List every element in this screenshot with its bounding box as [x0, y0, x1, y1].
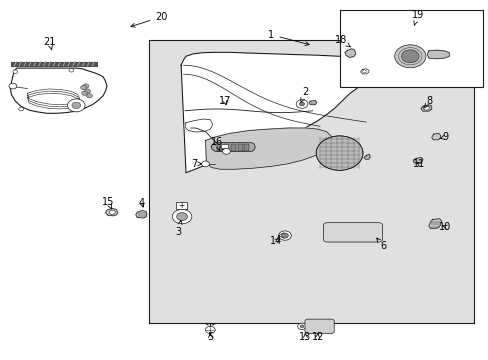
Text: 10: 10 [438, 222, 450, 231]
Circle shape [278, 231, 291, 240]
Circle shape [9, 83, 17, 89]
Text: 9: 9 [439, 132, 447, 142]
Bar [237, 144, 242, 150]
Bar [230, 144, 235, 150]
Polygon shape [360, 69, 368, 74]
Circle shape [394, 45, 425, 68]
Text: 14: 14 [269, 236, 282, 246]
Text: 4: 4 [139, 198, 145, 208]
Circle shape [300, 325, 304, 328]
Circle shape [13, 70, 18, 73]
Polygon shape [363, 154, 369, 159]
Circle shape [205, 326, 215, 333]
Text: 15: 15 [102, 197, 114, 209]
Polygon shape [344, 49, 355, 57]
Circle shape [84, 89, 90, 93]
Circle shape [299, 102, 304, 106]
Bar [221, 144, 227, 148]
Circle shape [176, 213, 187, 221]
Polygon shape [420, 105, 431, 111]
Bar [176, 202, 186, 209]
Polygon shape [136, 211, 147, 218]
Text: 11: 11 [412, 159, 425, 169]
Circle shape [222, 148, 230, 154]
Circle shape [362, 70, 366, 73]
Bar [11, 62, 97, 66]
Polygon shape [309, 100, 316, 105]
Polygon shape [205, 128, 332, 169]
Circle shape [69, 68, 74, 72]
Bar [217, 144, 222, 150]
Circle shape [83, 84, 89, 88]
Circle shape [67, 99, 85, 112]
Circle shape [86, 94, 92, 98]
Text: 8: 8 [423, 96, 432, 108]
Circle shape [423, 106, 428, 110]
Text: 21: 21 [43, 37, 56, 50]
Text: 16: 16 [210, 138, 223, 150]
Text: 7: 7 [191, 159, 201, 169]
Circle shape [81, 85, 86, 90]
Text: 19: 19 [410, 10, 423, 26]
Text: 20: 20 [131, 12, 167, 27]
Text: 3: 3 [175, 220, 182, 237]
Circle shape [19, 107, 23, 111]
Circle shape [109, 210, 115, 215]
Polygon shape [427, 50, 448, 59]
Polygon shape [10, 68, 107, 113]
Circle shape [401, 50, 418, 63]
Polygon shape [412, 157, 422, 163]
Polygon shape [431, 134, 440, 140]
Polygon shape [105, 208, 118, 216]
Circle shape [281, 233, 288, 238]
Circle shape [81, 91, 87, 95]
Polygon shape [428, 219, 441, 229]
Bar [244, 144, 249, 150]
FancyBboxPatch shape [305, 319, 333, 333]
Polygon shape [184, 119, 212, 132]
Text: 5: 5 [207, 332, 213, 342]
Text: 13: 13 [299, 332, 311, 342]
Circle shape [316, 136, 362, 170]
Circle shape [201, 161, 209, 167]
Bar [339, 10, 483, 87]
Circle shape [72, 102, 81, 109]
FancyBboxPatch shape [323, 223, 382, 242]
Text: 6: 6 [376, 238, 386, 251]
Text: 12: 12 [311, 332, 323, 342]
Text: 17: 17 [218, 96, 231, 106]
Text: +: + [178, 201, 184, 210]
Bar [224, 144, 228, 150]
Text: 2: 2 [300, 87, 308, 103]
Polygon shape [181, 52, 369, 173]
Circle shape [172, 210, 191, 224]
Text: 1: 1 [268, 30, 308, 45]
Text: 18: 18 [334, 35, 349, 47]
Circle shape [296, 100, 307, 108]
Bar [149, 40, 473, 323]
Circle shape [297, 323, 306, 329]
Polygon shape [211, 143, 255, 151]
